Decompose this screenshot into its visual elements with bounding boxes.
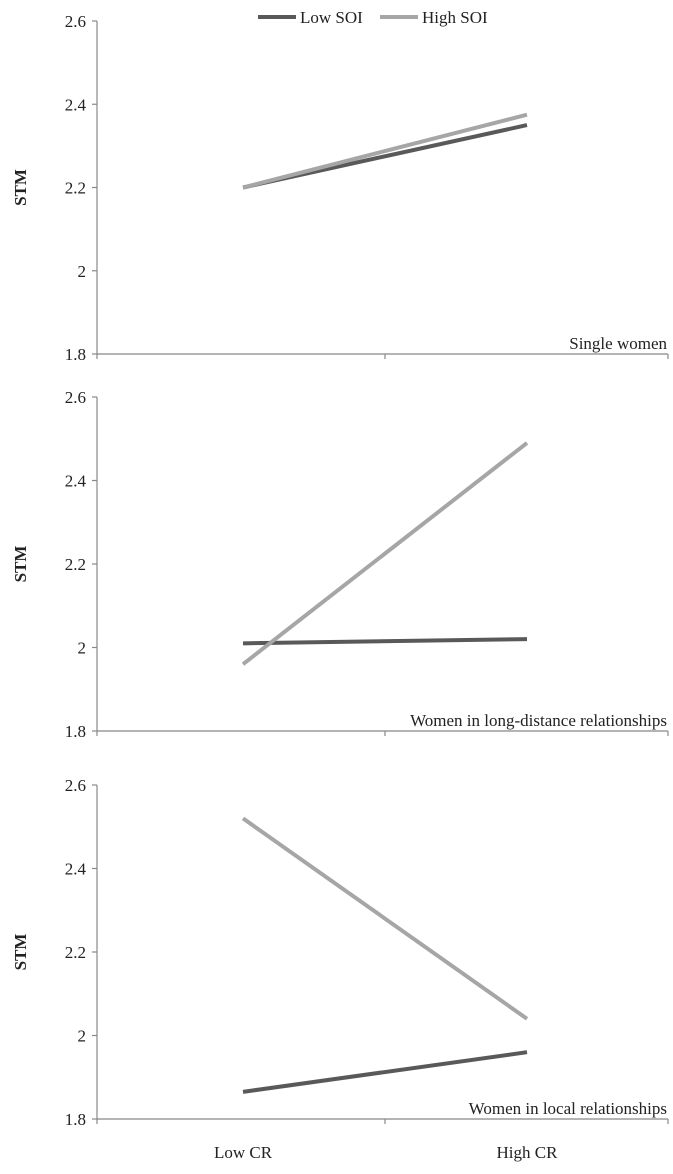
chart-panel-3: 1.8 2 2.2 2.4 2.6 STM Women in local relations… <box>11 776 669 1129</box>
y-tick-label: 2 <box>78 639 87 658</box>
y-tick-label: 2.4 <box>65 95 87 114</box>
series-line-high-soi <box>242 112 528 190</box>
panel-label: Women in long-distance relationships <box>410 711 667 730</box>
y-tick-label: 2.6 <box>65 776 86 795</box>
y-axis-label: STM <box>11 934 30 971</box>
chart-panel-2: 1.8 2 2.2 2.4 2.6 STM Women in long-distance r… <box>11 388 669 741</box>
y-tick-label: 2.6 <box>65 388 86 407</box>
y-tick-label: 1.8 <box>65 1110 86 1129</box>
y-tick-label: 2.2 <box>65 179 86 198</box>
y-tick-label: 1.8 <box>65 345 86 364</box>
y-tick-label: 2 <box>78 262 87 281</box>
panel-label: Women in local relationships <box>469 1099 667 1118</box>
series-line-low-soi <box>242 637 528 646</box>
series-line-high-soi <box>241 441 529 666</box>
panel-label: Single women <box>569 334 667 353</box>
y-tick-label: 1.8 <box>65 722 86 741</box>
series-line-high-soi <box>241 816 529 1021</box>
y-axis-label: STM <box>11 169 30 206</box>
chart-panels: 1.8 2 2.2 2.4 2.6 STM Single women 1.8 2 2.2 2.4 2.… <box>11 12 669 1129</box>
x-tick-label-high-cr: High CR <box>497 1143 559 1162</box>
x-axis-tick-labels: Low CR High CR <box>214 1143 558 1162</box>
legend-label-low-soi: Low SOI <box>300 8 363 27</box>
y-tick-label: 2 <box>78 1027 87 1046</box>
y-tick-label: 2.4 <box>65 472 87 491</box>
x-tick-label-low-cr: Low CR <box>214 1143 273 1162</box>
y-axis-label: STM <box>11 546 30 583</box>
legend: Low SOI High SOI <box>258 8 488 27</box>
series-line-low-soi <box>242 1050 528 1094</box>
chart-panel-1: 1.8 2 2.2 2.4 2.6 STM Single women <box>11 12 669 364</box>
y-tick-label: 2.6 <box>65 12 86 31</box>
legend-label-high-soi: High SOI <box>422 8 488 27</box>
y-tick-label: 2.2 <box>65 943 86 962</box>
y-tick-label: 2.2 <box>65 555 86 574</box>
y-tick-label: 2.4 <box>65 860 87 879</box>
